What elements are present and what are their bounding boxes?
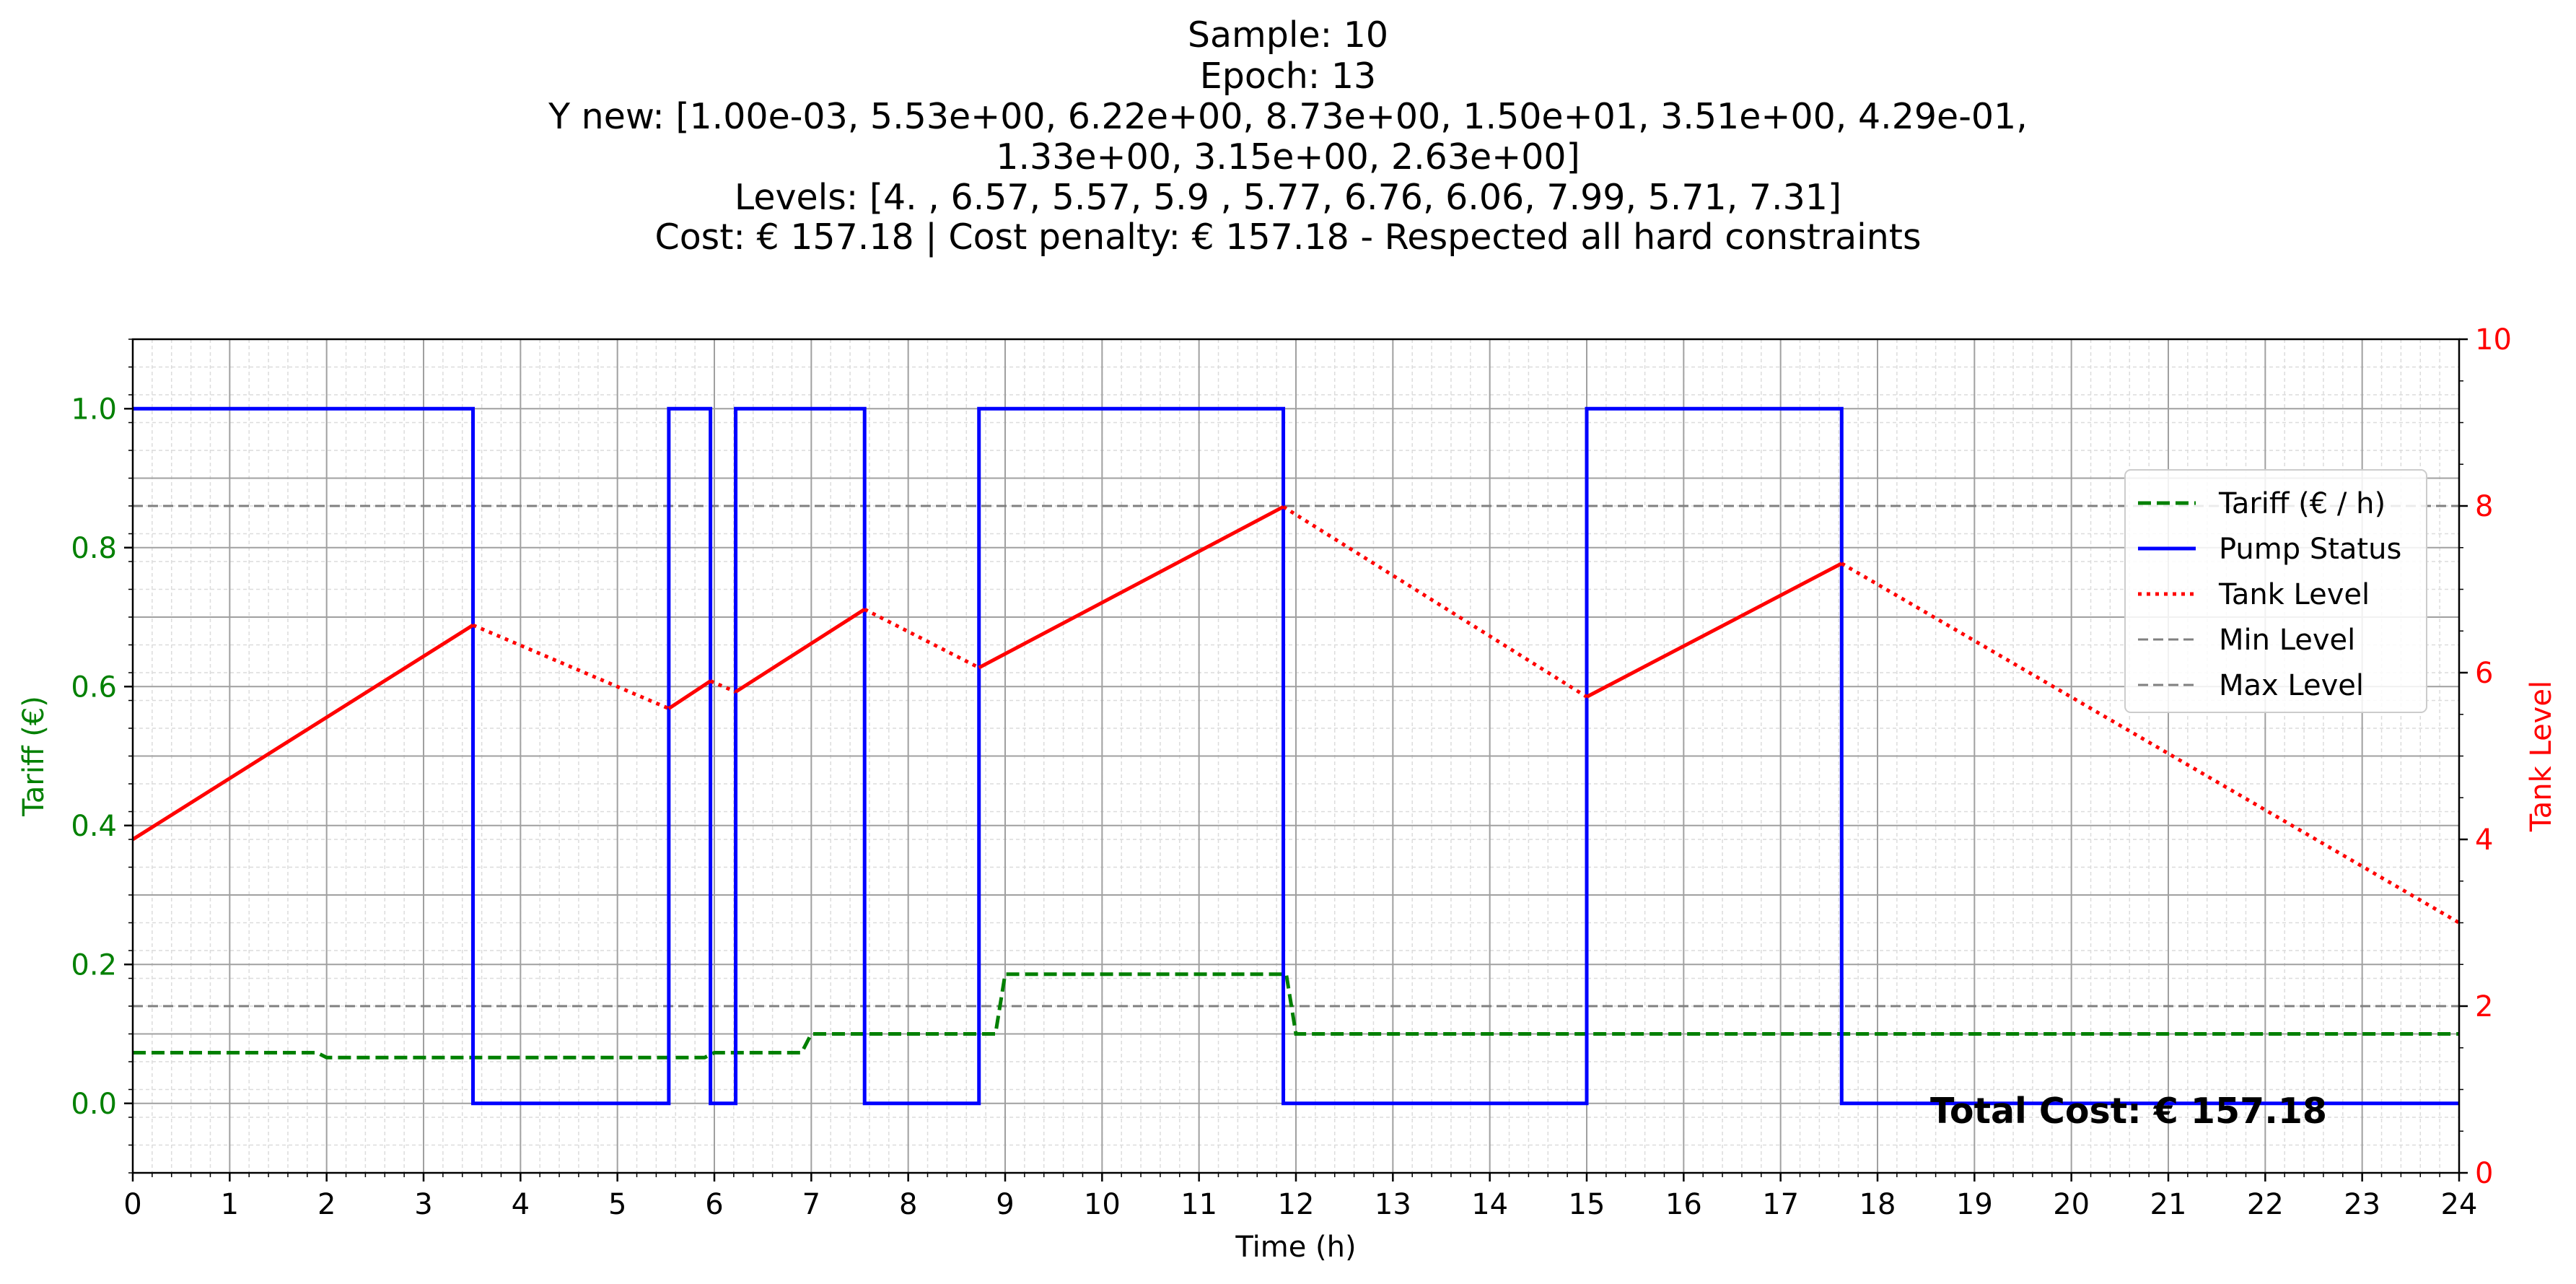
legend-min-level-label: Min Level xyxy=(2219,624,2355,657)
x-tick-label: 13 xyxy=(1375,1188,1411,1221)
x-tick-label: 7 xyxy=(802,1188,820,1221)
title-line: Sample: 10 xyxy=(1188,14,1388,56)
y-right-tick-label: 10 xyxy=(2475,323,2512,357)
title-line: Cost: € 157.18 | Cost penalty: € 157.18 … xyxy=(654,217,1921,258)
y-right-tick-label: 6 xyxy=(2475,657,2493,690)
limit-lines xyxy=(133,505,2459,1008)
legend-pump-status-label: Pump Status xyxy=(2219,533,2401,566)
x-axis-label: Time (h) xyxy=(1235,1231,1356,1264)
x-tick-label: 17 xyxy=(1762,1188,1799,1221)
tank-level-segment xyxy=(472,623,670,710)
x-tick-label: 16 xyxy=(1665,1188,1702,1221)
x-tick-label: 10 xyxy=(1084,1188,1121,1221)
x-tick-label: 0 xyxy=(123,1188,141,1221)
axis-ticks: 0 1 2 3 4 5 6 7 8 9 10 11 12 13 14 15 16 17 18 19 20 21 22 23 24… xyxy=(71,323,2512,1221)
tank-level-segment xyxy=(1282,505,1588,699)
tank-level-segment xyxy=(667,679,712,710)
x-tick-label: 11 xyxy=(1180,1188,1217,1221)
x-tick-label: 5 xyxy=(608,1188,626,1221)
x-tick-label: 9 xyxy=(996,1188,1014,1221)
x-tick-label: 14 xyxy=(1471,1188,1508,1221)
tariff-line xyxy=(133,972,2459,1060)
y-right-tick-label: 4 xyxy=(2475,824,2493,857)
tank-level-segment xyxy=(864,607,980,670)
total-cost-annotation: Total Cost: € 157.18 xyxy=(1930,1091,2327,1132)
y-right-tick-label: 2 xyxy=(2475,990,2493,1023)
title-line: Levels: [4. , 6.57, 5.57, 5.9 , 5.77, 6.… xyxy=(735,177,1841,218)
y-left-tick-label: 0.6 xyxy=(71,671,117,704)
x-tick-label: 15 xyxy=(1569,1188,1605,1221)
y-left-tick-label: 0.4 xyxy=(71,810,117,843)
legend: Tariff (€ / h) Pump Status Tank Level Min L… xyxy=(2124,469,2427,713)
x-tick-label: 8 xyxy=(899,1188,917,1221)
y-left-tick-label: 0.8 xyxy=(71,532,117,565)
x-tick-label: 24 xyxy=(2441,1188,2478,1221)
tank-level-segment xyxy=(1585,562,1843,699)
y-left-tick-label: 0.2 xyxy=(71,948,117,982)
tank-level-segment xyxy=(131,624,474,842)
x-tick-label: 20 xyxy=(2053,1188,2090,1221)
x-tick-label: 21 xyxy=(2150,1188,2187,1221)
y-left-tick-label: 1.0 xyxy=(71,393,117,426)
x-tick-label: 2 xyxy=(317,1188,336,1221)
x-tick-label: 4 xyxy=(512,1188,530,1221)
legend-tariff-label: Tariff (€ / h) xyxy=(2218,487,2386,520)
tank-level-segment xyxy=(735,608,866,694)
x-tick-label: 6 xyxy=(705,1188,723,1221)
title-line: Y new: [1.00e-03, 5.53e+00, 6.22e+00, 8.… xyxy=(548,96,2028,137)
series-lines xyxy=(131,406,2461,1106)
legend-max-level-label: Max Level xyxy=(2219,669,2364,702)
x-tick-label: 12 xyxy=(1278,1188,1315,1221)
title-line: Epoch: 13 xyxy=(1200,56,1376,97)
y-right-tick-label: 0 xyxy=(2475,1157,2493,1190)
title-line: 1.33e+00, 3.15e+00, 2.63e+00] xyxy=(996,136,1580,178)
y-axis-left-label: Tariff (€) xyxy=(17,696,51,817)
tank-level-segment xyxy=(978,505,1284,670)
y-axis-right-label: Tank Level xyxy=(2525,681,2558,832)
y-left-tick-label: 0.0 xyxy=(71,1088,117,1121)
x-tick-label: 19 xyxy=(1956,1188,1993,1221)
y-right-tick-label: 8 xyxy=(2475,490,2493,523)
x-tick-label: 3 xyxy=(414,1188,432,1221)
pump-status-line xyxy=(133,406,2459,1106)
legend-tank-level-label: Tank Level xyxy=(2218,578,2370,611)
x-tick-label: 18 xyxy=(1859,1188,1896,1221)
legend-box xyxy=(2124,469,2427,713)
x-tick-label: 23 xyxy=(2344,1188,2380,1221)
x-tick-label: 22 xyxy=(2247,1188,2284,1221)
tank-level-segment xyxy=(1841,562,2461,925)
x-tick-label: 1 xyxy=(221,1188,239,1221)
